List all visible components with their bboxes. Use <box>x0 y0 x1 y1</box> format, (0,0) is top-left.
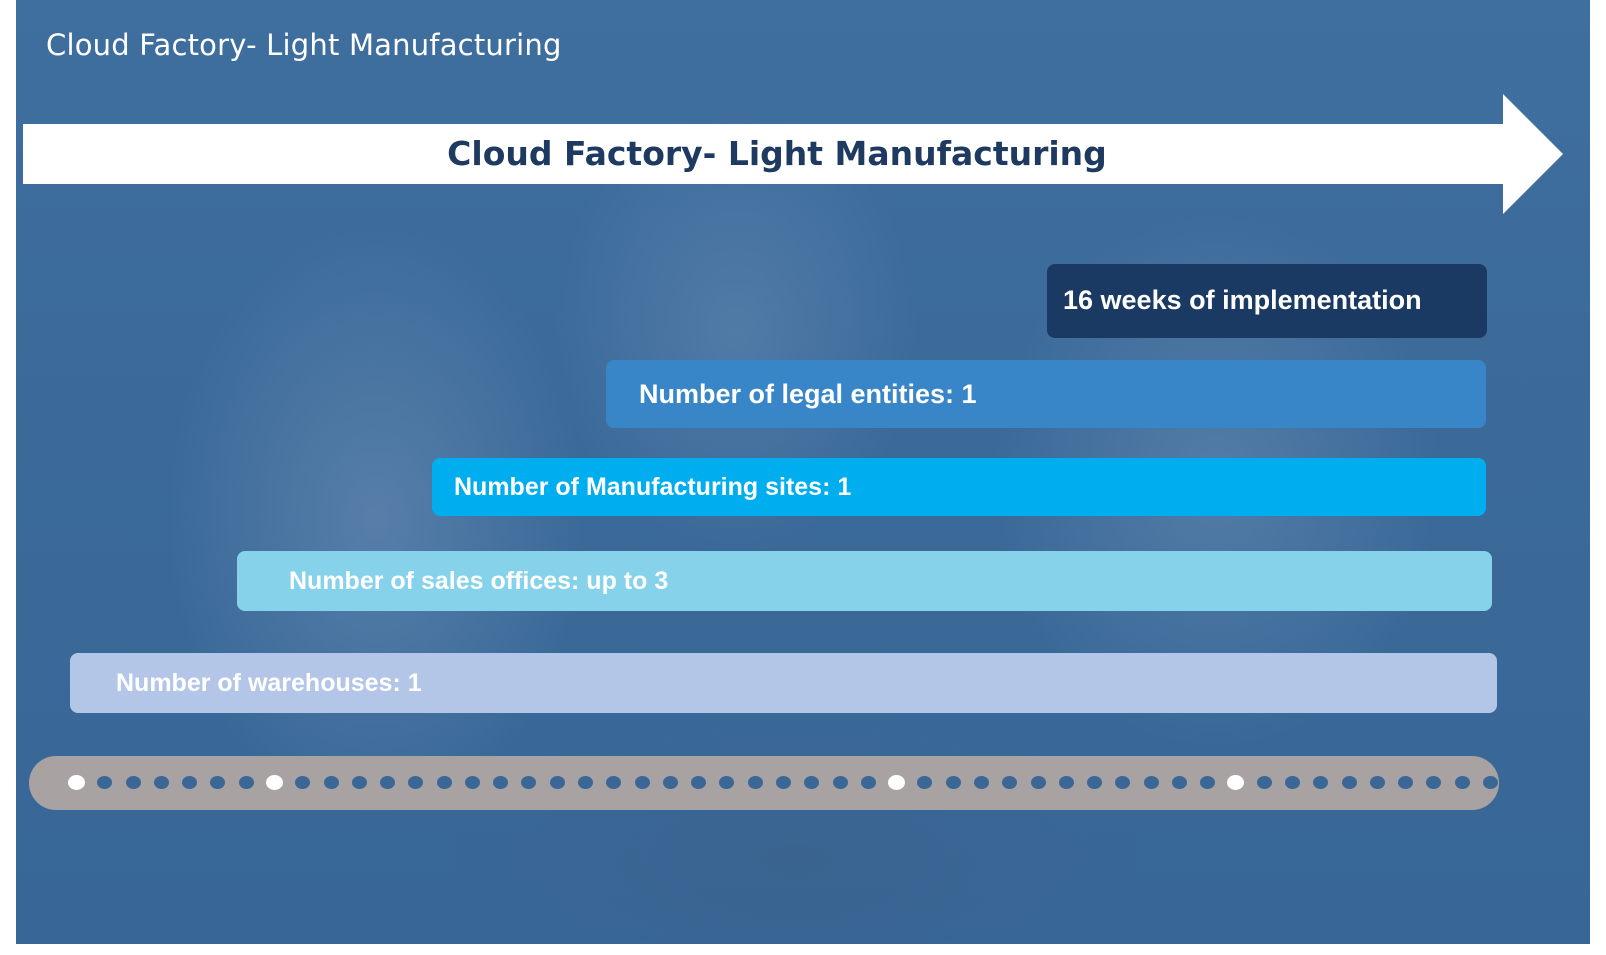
timeline-dot <box>1398 776 1414 789</box>
timeline-dot <box>125 776 141 789</box>
arrow-label: Cloud Factory- Light Manufacturing <box>447 134 1107 173</box>
timeline-dot <box>549 776 565 789</box>
legal-entities-label: Number of legal entities: 1 <box>639 378 977 409</box>
timeline-dot <box>1341 776 1357 789</box>
timeline-dot <box>1087 776 1103 789</box>
timeline-dot <box>691 776 707 789</box>
timeline-dot <box>1285 776 1301 789</box>
timeline-dot <box>295 776 311 789</box>
timeline-dot <box>323 776 339 789</box>
warehouses-bar: Number of warehouses: 1 <box>70 653 1497 713</box>
timeline-dot <box>351 776 367 789</box>
timeline-dot <box>1256 776 1272 789</box>
timeline-dot <box>578 776 594 789</box>
timeline-track <box>29 756 1499 810</box>
timeline-dot <box>832 776 848 789</box>
timeline-milestone-dot <box>1227 775 1245 790</box>
timeline-dot <box>210 776 226 789</box>
timeline-dot <box>1002 776 1018 789</box>
timeline-milestone-dot <box>888 775 906 790</box>
timeline-dot <box>1369 776 1385 789</box>
timeline-dot <box>97 776 113 789</box>
timeline-dot <box>408 776 424 789</box>
warehouses-label: Number of warehouses: 1 <box>116 668 422 697</box>
timeline-dot <box>1171 776 1187 789</box>
timeline-dot <box>776 776 791 789</box>
timeline-dot <box>436 776 452 789</box>
timeline-dot <box>521 776 537 789</box>
timeline-dot <box>1454 776 1470 789</box>
timeline-dot <box>1030 776 1046 789</box>
timeline-dot <box>153 776 169 789</box>
timeline-dot <box>464 776 480 789</box>
timeline-milestone-dot <box>265 775 283 790</box>
timeline-dot <box>917 776 933 789</box>
timeline-dot <box>1313 776 1329 789</box>
timeline-dot <box>662 776 678 789</box>
timeline-dot <box>1058 776 1074 789</box>
slide-background: Cloud Factory- Light Manufacturing Cloud… <box>16 0 1590 944</box>
timeline-dot <box>634 776 650 789</box>
timeline-dot <box>747 776 763 789</box>
timeline-milestone-dot <box>68 775 85 790</box>
sales-offices-label: Number of sales offices: up to 3 <box>289 566 669 595</box>
timeline-dot <box>804 776 820 789</box>
timeline-dot <box>719 776 735 789</box>
implementation-duration-bar: 16 weeks of implementation <box>1047 264 1487 338</box>
slide-title: Cloud Factory- Light Manufacturing <box>46 28 562 62</box>
sales-offices-bar: Number of sales offices: up to 3 <box>237 551 1492 611</box>
timeline-dot <box>1115 776 1131 789</box>
legal-entities-bar: Number of legal entities: 1 <box>606 360 1486 428</box>
timeline-dot <box>380 776 396 789</box>
timeline-dot <box>1200 776 1216 789</box>
timeline-arrow <box>23 94 1563 214</box>
timeline-dot <box>1483 776 1498 789</box>
manufacturing-sites-label: Number of Manufacturing sites: 1 <box>454 472 852 501</box>
implementation-duration-label: 16 weeks of implementation <box>1063 284 1422 315</box>
timeline-dot <box>973 776 989 789</box>
timeline-dot <box>606 776 622 789</box>
arrow-shape <box>23 94 1563 214</box>
timeline-dot <box>1143 776 1159 789</box>
timeline-dot <box>860 776 876 789</box>
manufacturing-sites-bar: Number of Manufacturing sites: 1 <box>432 458 1486 516</box>
timeline-dot <box>1426 776 1442 789</box>
timeline-dot <box>182 776 198 789</box>
timeline-dot <box>945 776 961 789</box>
timeline-dot <box>238 776 254 789</box>
timeline-dot <box>493 776 509 789</box>
